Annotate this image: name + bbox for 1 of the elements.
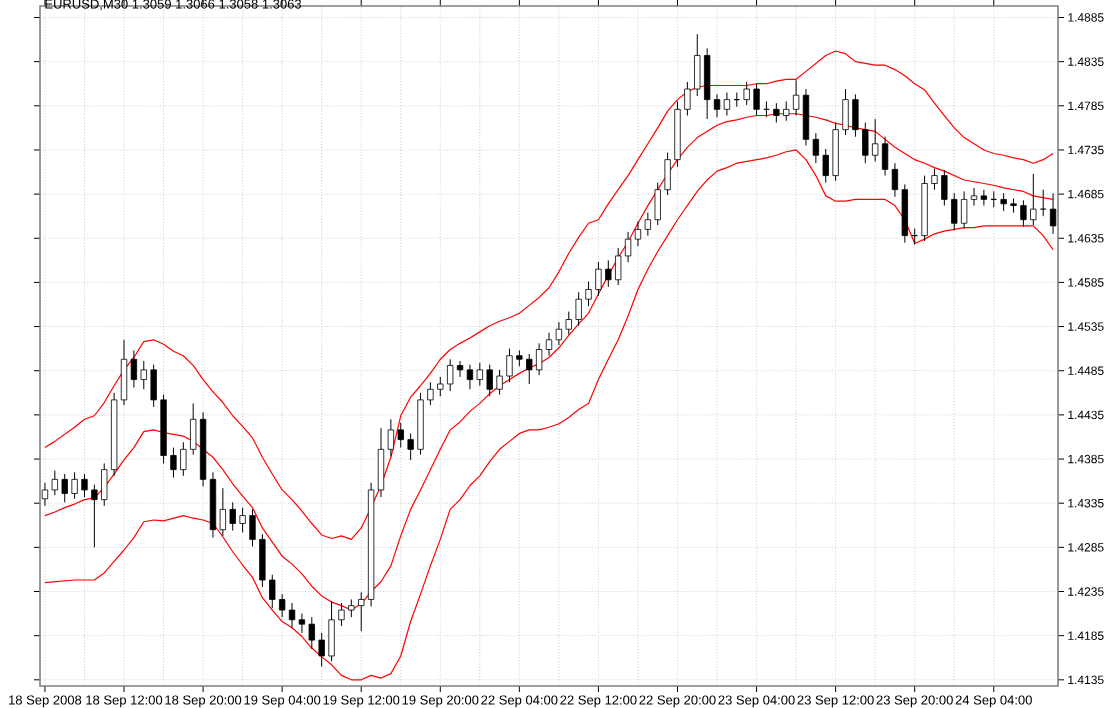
candlestick xyxy=(1049,192,1057,235)
